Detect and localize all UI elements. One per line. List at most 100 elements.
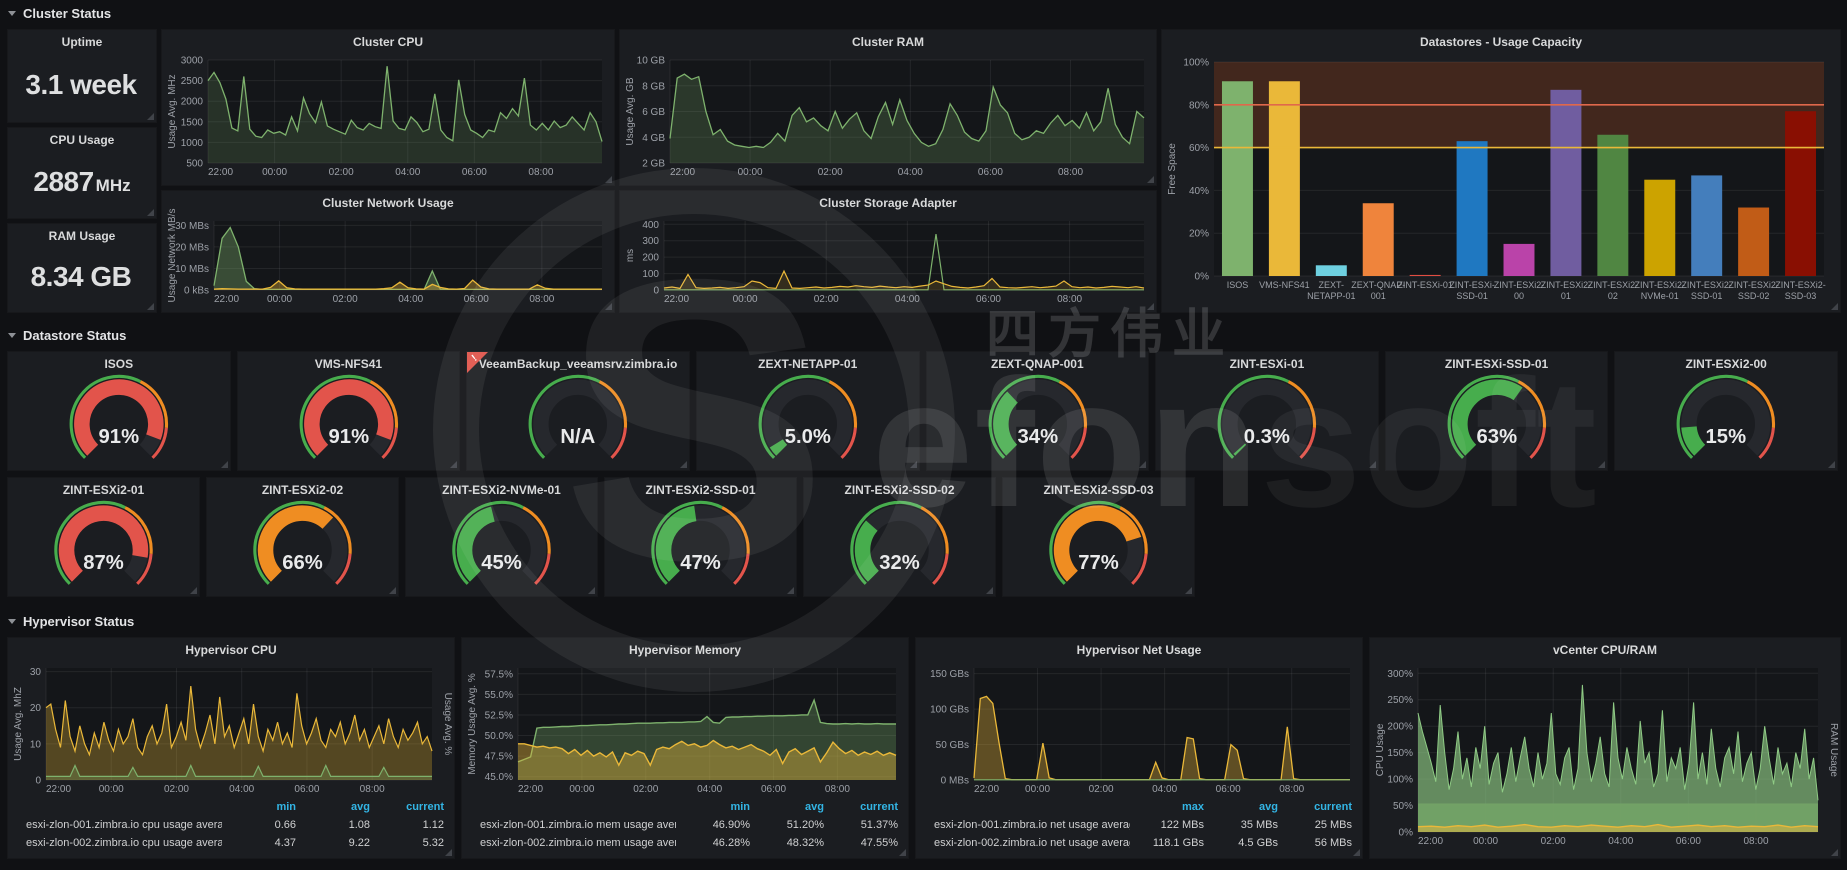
section-header-datastore-status[interactable]: Datastore Status: [8, 326, 126, 344]
panel-title-cluster-network[interactable]: Cluster Network Usage: [322, 196, 454, 210]
gauge-title[interactable]: ZINT-ESXi-SSD-01: [1444, 357, 1549, 371]
legend-series-label: esxi-zlon-001.zimbra.io net usage averag…: [934, 819, 1130, 831]
svg-text:100: 100: [642, 269, 659, 280]
svg-text:SSD-02: SSD-02: [1738, 291, 1770, 301]
bar-6[interactable]: [1503, 243, 1535, 276]
legend-column-avg[interactable]: avg: [1259, 801, 1278, 813]
panel-title-cluster-cpu[interactable]: Cluster CPU: [352, 35, 423, 49]
bar-5[interactable]: [1456, 141, 1488, 276]
gauge-title[interactable]: ZEXT-NETAPP-01: [758, 357, 858, 371]
panel-title-uptime[interactable]: Uptime: [61, 35, 103, 49]
panel-title-vcenter[interactable]: vCenter CPU/RAM: [1552, 643, 1657, 657]
legend-series-name[interactable]: esxi-zlon-002.zimbra.io net usage averag…: [928, 837, 1130, 849]
bar-11[interactable]: [1738, 207, 1770, 276]
legend-column-current[interactable]: current: [1314, 801, 1352, 813]
panel-error-icon[interactable]: [467, 352, 489, 373]
panel-title-ram-usage[interactable]: RAM Usage: [48, 229, 116, 243]
hypervisor-net-chart[interactable]: 0 MBs 50 GBs 100 GBs 150 GBs 22:00 00:00 02:00…: [920, 662, 1358, 796]
svg-text:04:00: 04:00: [697, 784, 722, 795]
gauge-svg: 63%: [1447, 374, 1546, 459]
cluster-network-chart[interactable]: 0 kBs 10 MBs 20 MBs 30 MBs 22:00 00:00 02:00 04…: [166, 209, 610, 306]
gauge-title[interactable]: ZINT-ESXi-01: [1229, 357, 1305, 371]
svg-text:0: 0: [35, 776, 41, 787]
bar-4[interactable]: [1409, 274, 1441, 276]
legend-column-min[interactable]: min: [730, 801, 750, 813]
svg-text:08:00: 08:00: [1057, 294, 1082, 305]
legend-column-current[interactable]: current: [860, 801, 898, 813]
gauge-title[interactable]: VMS-NFS41: [314, 357, 383, 371]
cluster-storage-chart[interactable]: 0 100 200 300 400 22:00 00:00 02:00 04:00 06:00 08…: [624, 215, 1152, 306]
bar-0[interactable]: [1221, 81, 1253, 276]
vcenter-chart[interactable]: 0% 50% 100% 150% 200% 250% 300% 22:00 00:00 02:00…: [1374, 662, 1839, 848]
gauge-title[interactable]: ISOS: [104, 357, 134, 371]
svg-text:63%: 63%: [1476, 426, 1517, 448]
svg-text:08:00: 08:00: [1743, 836, 1768, 847]
bar-1[interactable]: [1268, 81, 1300, 276]
gauge-title[interactable]: VeeamBackup_veeamsrv.zimbra.io: [478, 357, 678, 371]
legend-series-name[interactable]: esxi-zlon-002.zimbra.io cpu usage averag…: [20, 837, 222, 849]
bar-7[interactable]: [1550, 89, 1582, 276]
cluster-ram-chart[interactable]: 2 GB 4 GB 6 GB 8 GB 10 GB 22:00 00:00 02:00 04:0…: [624, 54, 1152, 179]
gauge-title[interactable]: ZEXT-QNAP-001: [990, 357, 1084, 371]
section-header-hypervisor-status[interactable]: Hypervisor Status: [8, 612, 134, 630]
svg-text:02:00: 02:00: [818, 167, 843, 178]
panel-title-hypervisor-memory[interactable]: Hypervisor Memory: [628, 643, 742, 657]
bar-9[interactable]: [1644, 179, 1676, 276]
bar-3[interactable]: [1362, 203, 1394, 276]
panel-title-cluster-storage[interactable]: Cluster Storage Adapter: [819, 196, 957, 210]
svg-text:47%: 47%: [680, 552, 721, 574]
hypervisor-cpu-chart[interactable]: 0 10 20 30 22:00 00:00 02:00 04:00 06:00 08:00 Usa…: [12, 662, 453, 796]
legend-series-name[interactable]: esxi-zlon-001.zimbra.io mem usage averag…: [474, 819, 676, 831]
svg-text:0 MBs: 0 MBs: [941, 776, 969, 787]
svg-text:ZEXT-: ZEXT-: [1319, 280, 1345, 290]
gauge: 87%: [16, 500, 191, 593]
gauge-title[interactable]: ZINT-ESXi2-SSD-01: [645, 483, 756, 497]
gauge: 91%: [246, 374, 452, 467]
panel-title-hypervisor-net[interactable]: Hypervisor Net Usage: [1076, 643, 1202, 657]
legend-series-name[interactable]: esxi-zlon-002.zimbra.io mem usage averag…: [474, 837, 676, 849]
svg-text:00:00: 00:00: [738, 167, 763, 178]
svg-text:2 GB: 2 GB: [642, 159, 665, 170]
legend-value: 122 MBs: [1160, 819, 1204, 831]
bar-10[interactable]: [1691, 175, 1723, 276]
panel-title-datastores-capacity[interactable]: Datastores - Usage Capacity: [1419, 35, 1583, 49]
gauge-title[interactable]: ZINT-ESXi2-00: [1685, 357, 1767, 371]
svg-text:06:00: 06:00: [464, 294, 489, 305]
panel-title-cluster-ram[interactable]: Cluster RAM: [851, 35, 924, 49]
svg-text:10: 10: [30, 739, 42, 750]
panel-datastores-usage-capacity: Datastores - Usage Capacity 0% 20% 40% 60% 8…: [1162, 30, 1840, 312]
gauge-panel-zint-esxi2-02: ZINT-ESXi2-02 66%: [207, 478, 398, 596]
bar-2[interactable]: [1315, 265, 1347, 276]
gauge-title[interactable]: ZINT-ESXi2-01: [62, 483, 145, 497]
legend-column-max[interactable]: max: [1181, 801, 1204, 813]
bar-8[interactable]: [1597, 134, 1629, 276]
gauge-panel-zext-qnap-001: ZEXT-QNAP-001 34%: [926, 352, 1149, 470]
svg-text:0 kBs: 0 kBs: [184, 286, 209, 297]
cluster-cpu-chart[interactable]: 500 1000 1500 2000 2500 3000 22:00 00:00 02:00 04…: [166, 54, 610, 179]
legend-column-min[interactable]: min: [276, 801, 296, 813]
gauge-title[interactable]: ZINT-ESXi2-NVMe-01: [442, 483, 561, 497]
legend-column-current[interactable]: current: [406, 801, 444, 813]
gauge-title[interactable]: ZINT-ESXi2-SSD-03: [1043, 483, 1154, 497]
panel-title-cpu-usage[interactable]: CPU Usage: [49, 133, 115, 147]
gauge: 5.0%: [705, 374, 911, 467]
gauge-title[interactable]: ZINT-ESXi2-02: [261, 483, 344, 497]
panel-title-hypervisor-cpu[interactable]: Hypervisor CPU: [185, 643, 277, 657]
svg-text:400: 400: [642, 220, 659, 231]
bar-12[interactable]: [1785, 111, 1817, 276]
svg-text:91%: 91%: [99, 426, 140, 448]
svg-text:00:00: 00:00: [733, 294, 758, 305]
legend-column-avg[interactable]: avg: [805, 801, 824, 813]
legend-series-name[interactable]: esxi-zlon-001.zimbra.io cpu usage averag…: [20, 819, 222, 831]
svg-text:150 GBs: 150 GBs: [930, 669, 969, 680]
datastores-capacity-chart[interactable]: 0% 20% 40% 60% 80% 100% ISOS VMS-NFS41 ZEXT- NETA…: [1166, 54, 1836, 306]
legend-column-avg[interactable]: avg: [351, 801, 370, 813]
gauge-title[interactable]: ZINT-ESXi2-SSD-02: [844, 483, 955, 497]
section-header-cluster-status[interactable]: Cluster Status: [8, 4, 111, 22]
hypervisor-memory-chart[interactable]: 45.0% 47.5% 50.0% 52.5% 55.0% 57.5% 22:00 00:00…: [466, 662, 904, 796]
legend-series-name[interactable]: esxi-zlon-001.zimbra.io net usage averag…: [928, 819, 1130, 831]
svg-text:Usage Avg. %: Usage Avg. %: [442, 693, 453, 756]
svg-text:Free Space: Free Space: [1167, 143, 1178, 195]
gauge-svg: 87%: [54, 500, 153, 585]
svg-text:0.3%: 0.3%: [1244, 426, 1290, 448]
